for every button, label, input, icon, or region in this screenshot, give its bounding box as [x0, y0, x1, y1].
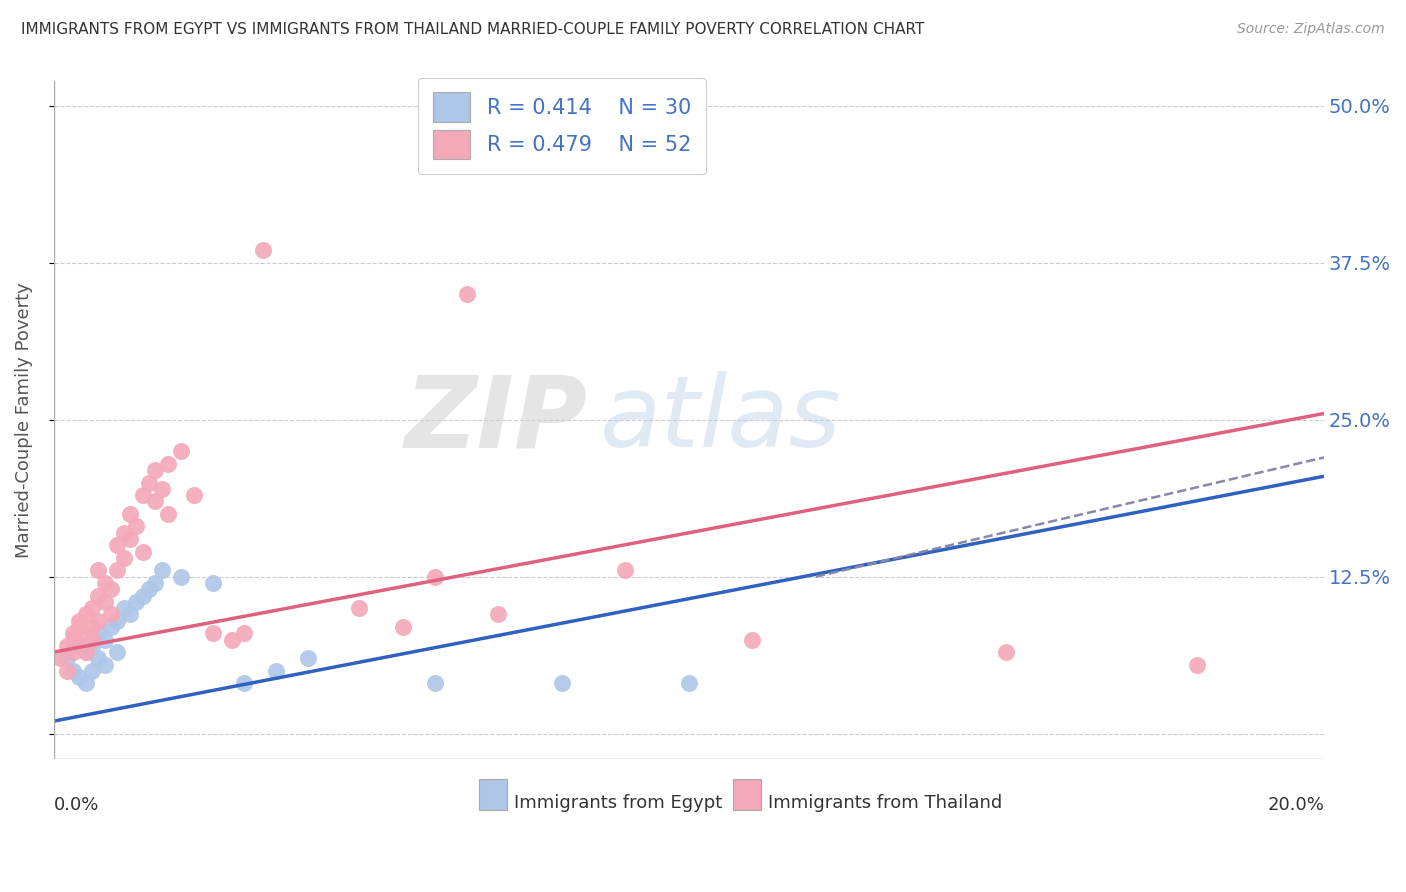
Point — [93, 632, 115, 647]
Point — [105, 538, 128, 552]
Point — [75, 626, 97, 640]
Text: 0.0%: 0.0% — [53, 796, 100, 814]
Point — [145, 576, 167, 591]
Point — [132, 589, 155, 603]
Text: Immigrants from Egypt: Immigrants from Egypt — [513, 794, 721, 812]
Point — [423, 676, 446, 690]
Point — [138, 475, 160, 490]
Point — [105, 645, 128, 659]
Point — [297, 651, 319, 665]
Point — [392, 620, 415, 634]
Point — [112, 601, 135, 615]
Point — [125, 595, 148, 609]
Point — [87, 564, 110, 578]
Point — [105, 564, 128, 578]
Point — [614, 564, 637, 578]
Point — [995, 645, 1018, 659]
Point — [150, 482, 173, 496]
Point — [80, 664, 103, 678]
Text: Source: ZipAtlas.com: Source: ZipAtlas.com — [1237, 22, 1385, 37]
Point — [145, 494, 167, 508]
FancyBboxPatch shape — [479, 779, 508, 810]
Point — [118, 507, 141, 521]
Point — [87, 614, 110, 628]
Point — [132, 544, 155, 558]
Point — [67, 614, 90, 628]
Point — [170, 570, 193, 584]
Point — [118, 532, 141, 546]
Point — [75, 645, 97, 659]
Text: atlas: atlas — [600, 371, 842, 468]
Point — [93, 657, 115, 672]
Point — [157, 507, 180, 521]
Point — [221, 632, 243, 647]
Legend: R = 0.414    N = 30, R = 0.479    N = 52: R = 0.414 N = 30, R = 0.479 N = 52 — [418, 78, 706, 174]
Point — [62, 645, 84, 659]
Point — [80, 601, 103, 615]
Point — [486, 607, 509, 622]
Point — [170, 444, 193, 458]
Point — [1185, 657, 1208, 672]
Y-axis label: Married-Couple Family Poverty: Married-Couple Family Poverty — [15, 282, 32, 558]
Point — [49, 651, 72, 665]
Point — [75, 645, 97, 659]
Point — [105, 614, 128, 628]
Point — [67, 620, 90, 634]
Point — [75, 676, 97, 690]
Point — [75, 607, 97, 622]
Text: Immigrants from Thailand: Immigrants from Thailand — [768, 794, 1002, 812]
Text: ZIP: ZIP — [405, 371, 588, 468]
Point — [138, 582, 160, 597]
Point — [201, 576, 224, 591]
Point — [125, 519, 148, 533]
Point — [145, 463, 167, 477]
Point — [112, 525, 135, 540]
Point — [678, 676, 700, 690]
Point — [100, 607, 122, 622]
Point — [80, 639, 103, 653]
Point — [62, 664, 84, 678]
Point — [62, 632, 84, 647]
Point — [80, 620, 103, 634]
Point — [233, 676, 256, 690]
Point — [132, 488, 155, 502]
Text: 20.0%: 20.0% — [1267, 796, 1324, 814]
Point — [264, 664, 287, 678]
FancyBboxPatch shape — [734, 779, 761, 810]
Point — [233, 626, 256, 640]
Text: IMMIGRANTS FROM EGYPT VS IMMIGRANTS FROM THAILAND MARRIED-COUPLE FAMILY POVERTY : IMMIGRANTS FROM EGYPT VS IMMIGRANTS FROM… — [21, 22, 925, 37]
Point — [150, 564, 173, 578]
Point — [252, 244, 274, 258]
Point — [87, 589, 110, 603]
Point — [93, 576, 115, 591]
Point — [55, 651, 77, 665]
Point — [55, 639, 77, 653]
Point — [62, 626, 84, 640]
Point — [100, 620, 122, 634]
Point — [87, 626, 110, 640]
Point — [87, 651, 110, 665]
Point — [67, 639, 90, 653]
Point — [551, 676, 574, 690]
Point — [347, 601, 370, 615]
Point — [456, 287, 478, 301]
Point — [80, 632, 103, 647]
Point — [741, 632, 763, 647]
Point — [93, 595, 115, 609]
Point — [55, 664, 77, 678]
Point — [157, 457, 180, 471]
Point — [201, 626, 224, 640]
Point — [112, 550, 135, 565]
Point — [67, 639, 90, 653]
Point — [423, 570, 446, 584]
Point — [100, 582, 122, 597]
Point — [67, 670, 90, 684]
Point — [118, 607, 141, 622]
Point — [183, 488, 205, 502]
